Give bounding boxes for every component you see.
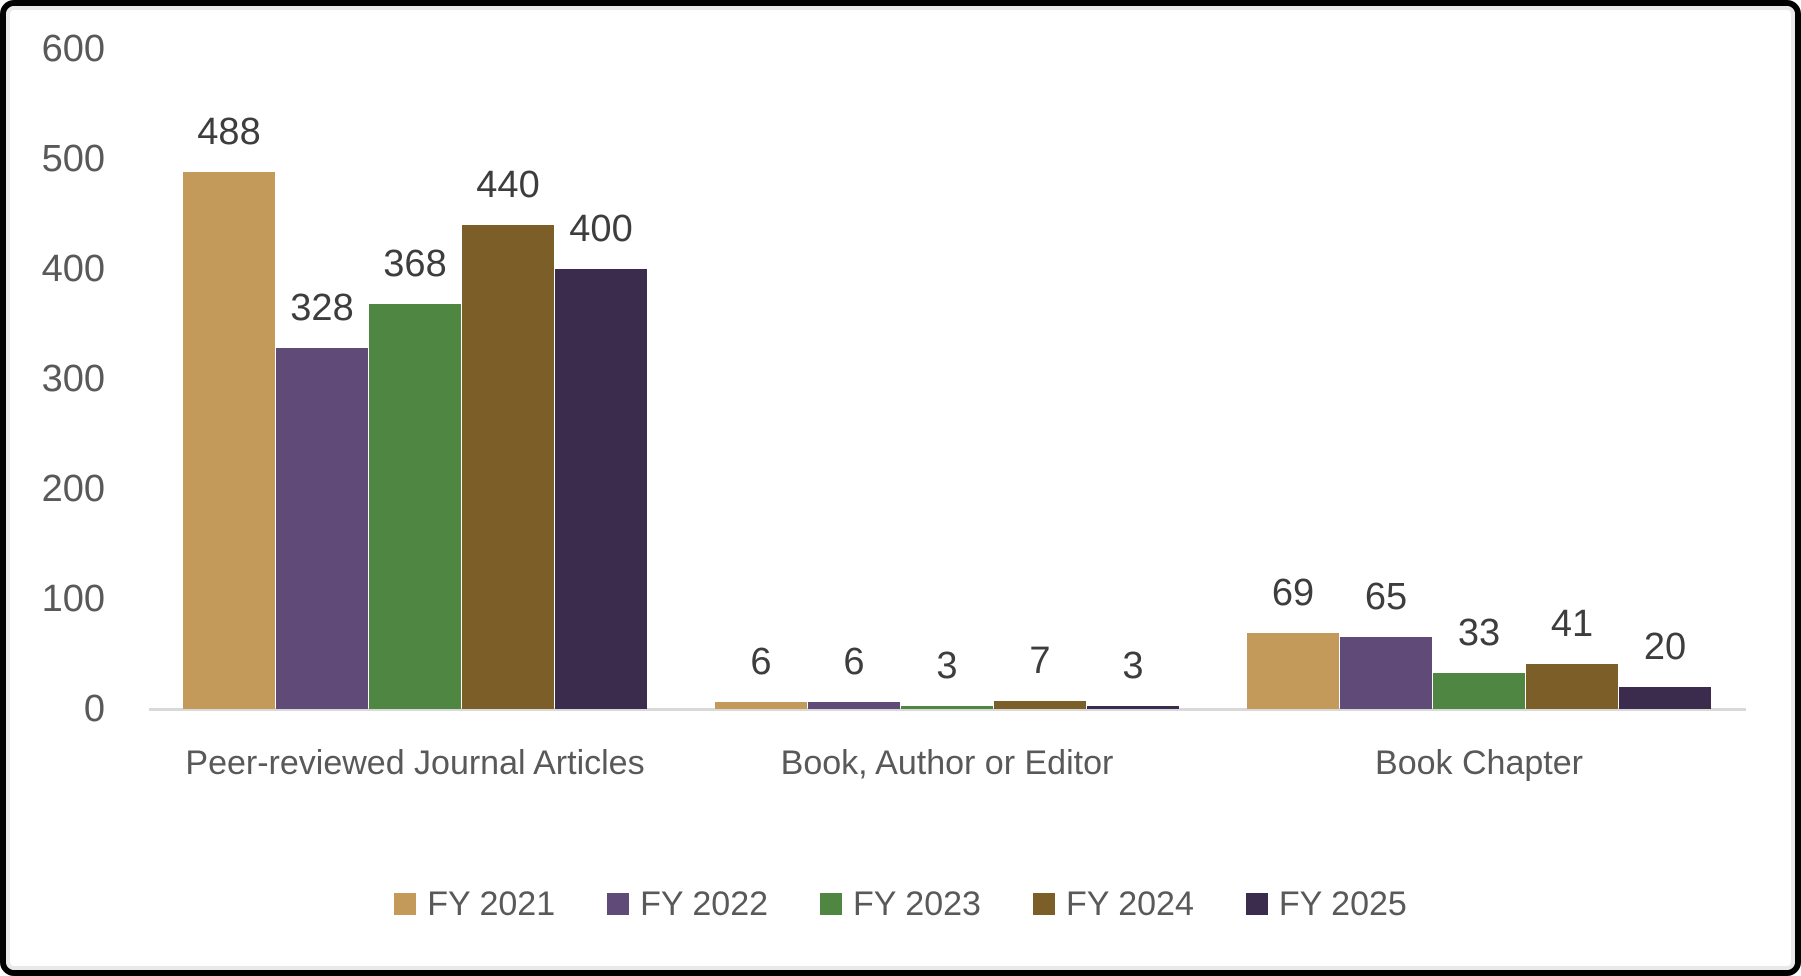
legend-swatch-icon <box>394 893 417 915</box>
value-label-fy-2025-cat2: 20 <box>1643 626 1687 668</box>
value-label-fy-2021-cat1: 6 <box>750 641 772 683</box>
bar-fy-2024-cat2 <box>1526 664 1618 709</box>
value-label-fy-2024-cat0: 440 <box>476 164 540 206</box>
legend-item-fy-2022: FY 2022 <box>607 882 768 926</box>
value-label-fy-2024-cat2: 41 <box>1550 603 1594 645</box>
legend: FY 2021 FY 2022 FY 2023 FY 2024 FY 2025 <box>6 882 1795 926</box>
bar-fy-2021-cat2 <box>1247 633 1339 709</box>
legend-label: FY 2025 <box>1278 885 1407 923</box>
legend-swatch-icon <box>820 893 843 915</box>
bar-fy-2023-cat1 <box>901 706 993 709</box>
y-tick-label-400: 400 <box>41 248 105 290</box>
y-tick-label-300: 300 <box>41 358 105 400</box>
bar-fy-2024-cat0 <box>462 225 554 709</box>
value-label-fy-2022-cat2: 65 <box>1364 576 1408 618</box>
value-label-fy-2023-cat2: 33 <box>1457 612 1501 654</box>
legend-item-fy-2023: FY 2023 <box>820 882 981 926</box>
bar-fy-2024-cat1 <box>994 701 1086 709</box>
y-tick-label-600: 600 <box>41 28 105 70</box>
legend-swatch-icon <box>607 893 630 915</box>
legend-label: FY 2024 <box>1065 885 1194 923</box>
value-label-fy-2025-cat0: 400 <box>569 208 633 250</box>
value-label-fy-2023-cat0: 368 <box>383 243 447 285</box>
legend-swatch-icon <box>1245 893 1268 915</box>
bar-fy-2025-cat0 <box>555 269 647 709</box>
bar-fy-2025-cat2 <box>1619 687 1711 709</box>
category-label-0: Peer-reviewed Journal Articles <box>185 744 645 782</box>
legend-label: FY 2022 <box>640 885 769 923</box>
bar-fy-2022-cat0 <box>276 348 368 709</box>
legend-item-fy-2021: FY 2021 <box>394 882 555 926</box>
legend-label: FY 2023 <box>853 885 981 923</box>
bar-fy-2021-cat0 <box>183 172 275 709</box>
bar-fy-2025-cat1 <box>1087 706 1179 709</box>
legend-swatch-icon <box>1032 893 1055 915</box>
bar-fy-2022-cat2 <box>1340 637 1432 709</box>
value-label-fy-2023-cat1: 3 <box>936 645 958 687</box>
y-tick-label-0: 0 <box>83 688 105 730</box>
category-label-2: Book Chapter <box>1375 744 1583 782</box>
legend-item-fy-2025: FY 2025 <box>1245 882 1407 926</box>
value-label-fy-2025-cat1: 3 <box>1122 645 1144 687</box>
value-label-fy-2024-cat1: 7 <box>1029 640 1051 682</box>
bar-fy-2023-cat2 <box>1433 673 1525 709</box>
y-tick-label-100: 100 <box>41 578 105 620</box>
y-tick-label-500: 500 <box>41 138 105 180</box>
value-label-fy-2022-cat0: 328 <box>290 287 354 329</box>
y-tick-label-200: 200 <box>41 468 105 510</box>
bar-fy-2023-cat0 <box>369 304 461 709</box>
legend-label: FY 2021 <box>427 885 556 923</box>
bar-fy-2021-cat1 <box>715 702 807 709</box>
x-axis-line <box>149 708 1746 711</box>
bar-fy-2022-cat1 <box>808 702 900 709</box>
value-label-fy-2021-cat0: 488 <box>197 111 261 153</box>
value-label-fy-2022-cat1: 6 <box>843 641 865 683</box>
legend-item-fy-2024: FY 2024 <box>1032 882 1194 926</box>
category-label-1: Book, Author or Editor <box>780 744 1114 782</box>
value-label-fy-2021-cat2: 69 <box>1271 572 1315 614</box>
